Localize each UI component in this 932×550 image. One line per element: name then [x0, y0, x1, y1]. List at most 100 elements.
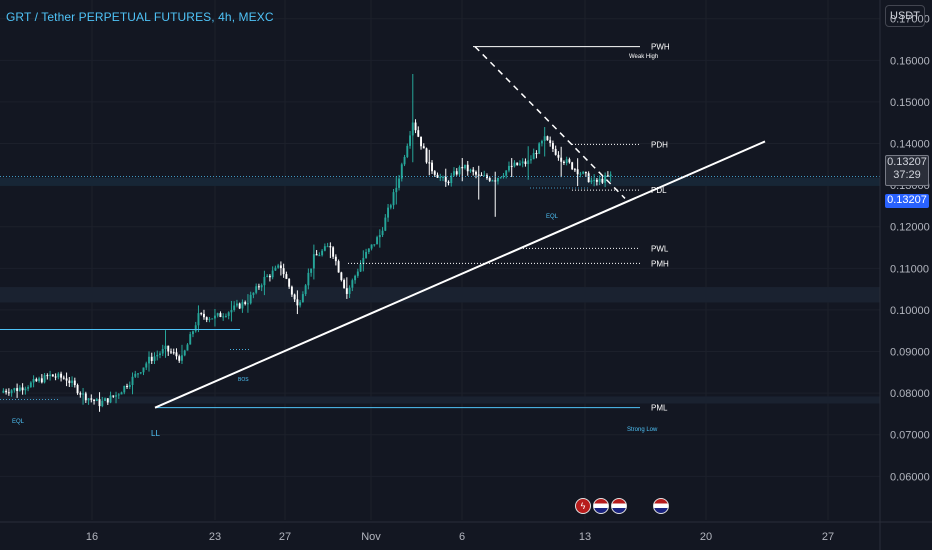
candle-body	[126, 385, 128, 388]
candle-body	[95, 399, 98, 401]
candle-body	[318, 255, 321, 257]
candle-body	[200, 313, 203, 315]
y-tick-label: 0.07000	[890, 430, 930, 442]
candle-body	[466, 164, 469, 172]
candle-body	[84, 393, 87, 401]
candle-body	[469, 169, 472, 172]
lightning-icon[interactable]: ϟ	[575, 498, 591, 514]
candle-body	[590, 180, 593, 183]
candle-body	[271, 270, 274, 278]
chart-title: GRT / Tether PERPETUAL FUTURES, 4h, MEXC	[6, 10, 274, 24]
candle-body	[403, 156, 406, 165]
candle-body	[428, 162, 431, 164]
candle-body	[326, 246, 329, 248]
candle-body	[5, 390, 8, 393]
candle-body	[433, 171, 436, 175]
candle-body	[82, 393, 85, 395]
candle-body	[150, 356, 153, 361]
candle-body	[551, 143, 554, 149]
y-tick-label: 0.06000	[890, 471, 930, 483]
us-flag-icon[interactable]	[611, 498, 627, 514]
candle-body	[164, 345, 167, 350]
candle-body	[104, 398, 107, 401]
x-tick-label: 23	[209, 531, 221, 543]
candle-body	[145, 363, 148, 368]
candle-body	[117, 394, 120, 396]
candle-body	[425, 148, 428, 163]
candle-body	[252, 292, 255, 295]
y-tick-label: 0.16000	[890, 55, 930, 67]
candle-body	[282, 268, 285, 275]
y-tick-label: 0.11000	[890, 263, 929, 275]
candle-body	[332, 247, 335, 257]
candle-body	[134, 373, 137, 377]
candle-body	[46, 375, 49, 377]
candle-body	[263, 276, 266, 286]
candle-body	[98, 399, 101, 407]
x-tick-label: 27	[279, 531, 291, 543]
candle-body	[299, 302, 302, 306]
y-tick-label: 0.09000	[890, 347, 930, 359]
candle-body	[233, 305, 236, 310]
candle-body	[510, 165, 513, 167]
currency-button[interactable]: USDT	[885, 5, 925, 27]
candle-body	[488, 178, 491, 181]
candle-body	[560, 157, 563, 162]
candle-body	[354, 275, 357, 281]
candle-body	[557, 154, 560, 158]
candle-body	[189, 334, 192, 345]
candle-body	[334, 256, 337, 262]
candle-body	[436, 174, 439, 178]
candle-body	[516, 162, 519, 166]
candle-body	[241, 302, 244, 309]
candle-body	[472, 169, 475, 172]
us-flag-icon[interactable]	[593, 498, 609, 514]
candle-body	[543, 136, 546, 142]
candle-body	[106, 398, 109, 403]
candle-body	[576, 169, 579, 175]
candle-body	[224, 315, 227, 317]
demand-zone	[0, 396, 880, 404]
price-axis[interactable]: 0.170000.160000.150000.140000.130000.120…	[879, 0, 932, 550]
chart-grid	[0, 0, 880, 520]
candle-body	[167, 345, 170, 352]
candle-body	[540, 141, 543, 144]
candle-body	[598, 178, 601, 182]
candle-body	[494, 180, 497, 182]
annotation-eql: EQL	[12, 419, 25, 425]
level-label-pwl: PWL	[651, 244, 669, 253]
level-label-pml: PML	[651, 404, 668, 413]
candle-body	[178, 356, 181, 361]
y-tick-label: 0.14000	[890, 139, 930, 151]
candle-body	[546, 136, 549, 141]
candle-body	[384, 217, 387, 231]
candle-body	[367, 248, 370, 253]
candle-body	[87, 398, 90, 401]
candle-body	[71, 380, 74, 384]
candle-body	[40, 378, 43, 383]
candle-body	[192, 331, 194, 335]
candle-body	[521, 161, 524, 164]
annotation-strong-low: Strong Low	[627, 427, 658, 433]
candle-body	[606, 175, 609, 177]
time-axis[interactable]: 16 23 27 Nov 6 13 20 27	[0, 521, 932, 543]
candle-body	[571, 162, 574, 170]
bar-countdown: 37:29	[893, 169, 921, 181]
candle-body	[148, 356, 150, 364]
y-tick-label: 0.12000	[890, 222, 930, 234]
candle-body	[351, 280, 354, 288]
candle-body	[202, 313, 205, 318]
last-price-value: 0.13207	[887, 156, 927, 168]
candle-body	[310, 268, 313, 273]
candle-body	[181, 355, 183, 361]
us-flag-icon[interactable]	[653, 498, 669, 514]
x-tick-label: 27	[822, 531, 834, 543]
candle-body	[62, 377, 65, 379]
candle-body	[513, 162, 516, 167]
candle-body	[120, 392, 123, 395]
candle-body	[197, 313, 200, 326]
candle-body	[137, 373, 139, 375]
candle-body	[414, 122, 417, 131]
level-label-pwh: PWH	[651, 43, 670, 52]
